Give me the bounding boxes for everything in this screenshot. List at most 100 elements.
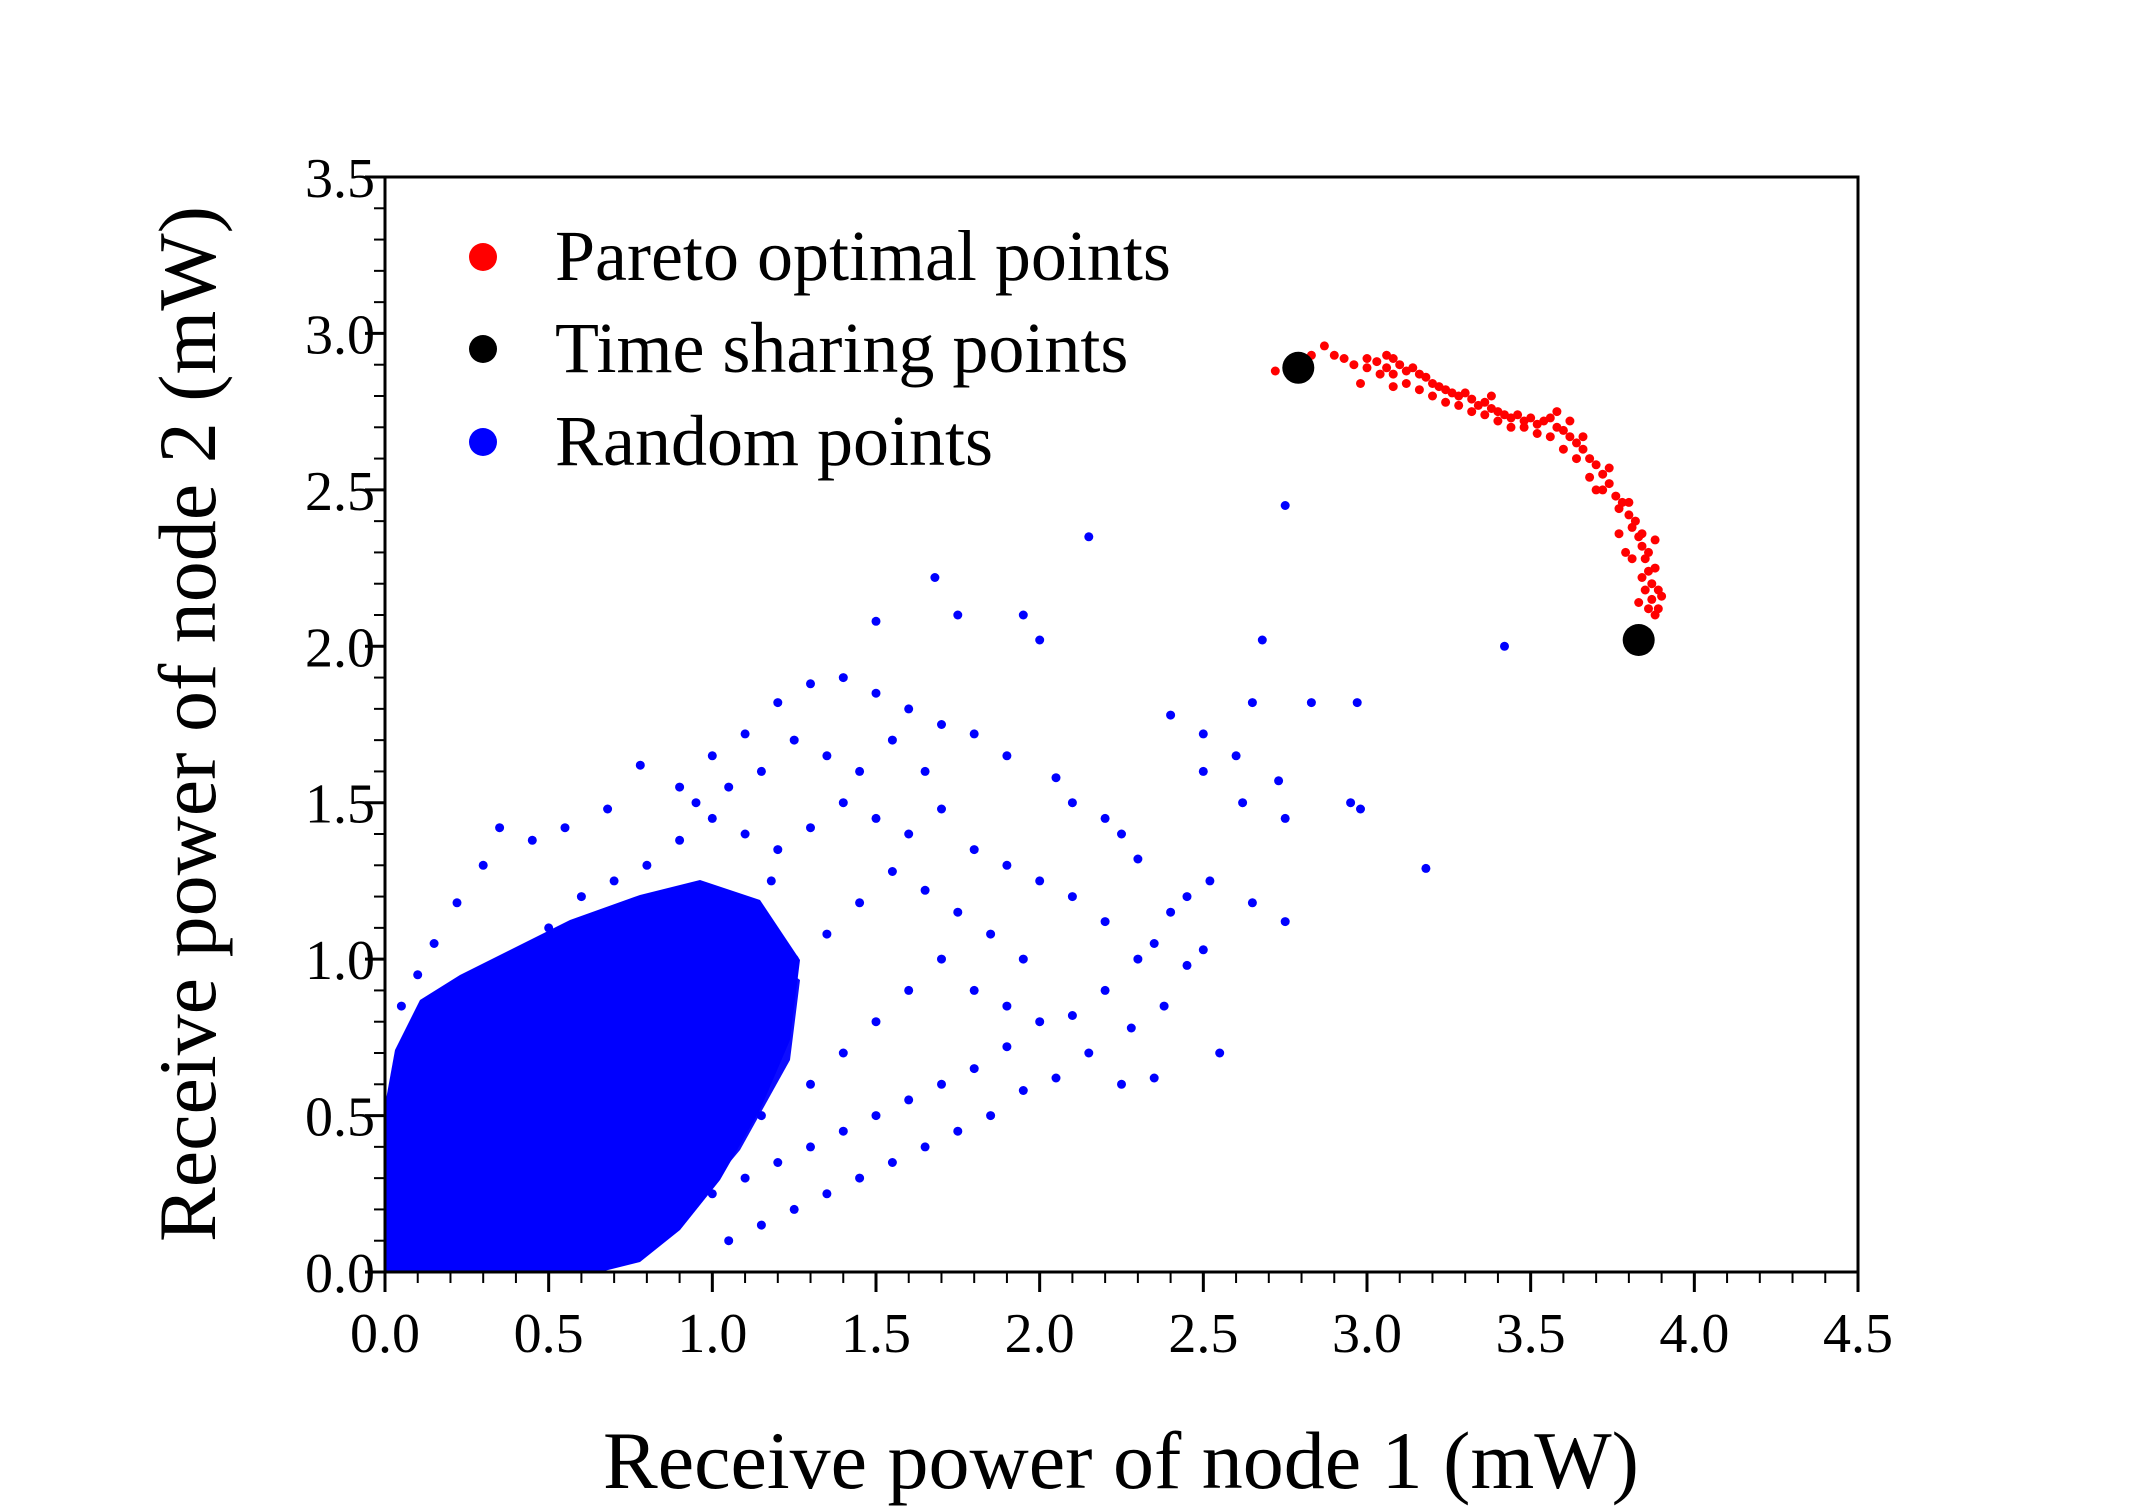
pareto-point: [1591, 460, 1601, 470]
random-point: [920, 766, 930, 776]
random-point: [1356, 804, 1365, 814]
random-point: [626, 1023, 635, 1033]
random-point: [544, 923, 554, 933]
pareto-point: [1630, 516, 1640, 526]
random-point: [691, 798, 701, 808]
pareto-point: [1558, 444, 1568, 454]
random-point: [1067, 798, 1077, 808]
random-point: [675, 1204, 685, 1214]
random-point: [789, 1204, 799, 1214]
random-point: [1100, 813, 1110, 823]
random-point: [1500, 641, 1509, 651]
random-point: [527, 1079, 537, 1089]
pareto-point: [1572, 454, 1581, 464]
random-point: [806, 1142, 815, 1152]
random-point: [822, 1189, 832, 1199]
random-point: [969, 985, 979, 995]
legend-marker-random: [469, 428, 497, 456]
pareto-point: [1598, 485, 1608, 495]
random-point: [609, 1079, 619, 1089]
random-point: [766, 876, 776, 886]
random-point: [871, 813, 881, 823]
legend-label-time-sharing: Time sharing points: [555, 308, 1128, 388]
random-point: [953, 1126, 963, 1136]
pareto-point: [1644, 547, 1653, 557]
random-point: [740, 829, 750, 839]
random-point: [1002, 751, 1012, 761]
pareto-point: [1637, 573, 1647, 582]
random-point: [1198, 945, 1208, 955]
legend-marker-pareto: [469, 243, 497, 271]
x-tick-label: 1.0: [677, 1303, 747, 1365]
pareto-point: [1460, 388, 1470, 398]
pareto-point: [1506, 422, 1516, 432]
random-point: [691, 1079, 701, 1089]
random-point: [707, 751, 717, 761]
random-point: [1002, 1001, 1012, 1011]
random-point: [452, 898, 462, 908]
random-point: [724, 939, 734, 948]
random-point: [429, 939, 439, 948]
random-point: [887, 867, 897, 876]
y-tick-label: 0.0: [305, 1243, 375, 1305]
random-point: [724, 1095, 734, 1105]
random-point: [478, 985, 488, 995]
random-point: [1198, 766, 1208, 776]
random-point: [904, 1095, 914, 1105]
random-points-cloud: [385, 880, 800, 1272]
random-point: [740, 1173, 750, 1183]
random-point: [1051, 1073, 1061, 1083]
pareto-point: [1270, 366, 1280, 376]
random-point: [642, 1230, 652, 1239]
random-point: [937, 804, 946, 814]
random-point: [740, 729, 750, 739]
random-point: [904, 985, 914, 995]
y-tick-label: 0.5: [305, 1087, 375, 1149]
random-point: [1100, 917, 1110, 927]
random-point: [1159, 1001, 1169, 1011]
random-point: [593, 954, 603, 964]
random-point: [1346, 798, 1356, 808]
pareto-point: [1591, 485, 1601, 495]
random-point: [930, 573, 940, 582]
random-point: [1280, 813, 1290, 823]
random-point: [396, 1001, 406, 1011]
random-point: [904, 829, 914, 839]
pareto-point: [1617, 497, 1627, 507]
y-tick-label: 3.5: [305, 148, 375, 210]
plot-frame: [383, 175, 1860, 1274]
random-point: [626, 929, 635, 939]
pareto-point: [1585, 454, 1595, 464]
time-sharing-point-group: [1282, 351, 1655, 656]
pareto-point: [1637, 541, 1647, 551]
random-point: [429, 1079, 439, 1089]
pareto-point: [1395, 360, 1405, 370]
random-point: [658, 898, 668, 908]
pareto-point: [1614, 529, 1624, 539]
pareto-point: [1339, 354, 1349, 363]
pareto-point: [1650, 535, 1660, 545]
random-point: [495, 823, 505, 833]
random-point: [1126, 1023, 1136, 1033]
pareto-point: [1634, 598, 1644, 607]
random-point: [616, 979, 626, 989]
pareto-point: [1408, 363, 1418, 373]
pareto-point: [1545, 432, 1555, 442]
random-point: [937, 1079, 946, 1089]
random-point: [1149, 939, 1159, 948]
random-point: [1133, 954, 1143, 964]
pareto-point: [1362, 363, 1372, 373]
legend: Pareto optimal points Time sharing point…: [469, 216, 1171, 481]
pareto-point-group: [1270, 341, 1667, 620]
random-point: [1306, 698, 1316, 708]
random-point: [871, 1111, 881, 1121]
x-tick-label: 1.5: [841, 1303, 911, 1365]
random-point: [724, 1236, 734, 1246]
pareto-point: [1372, 357, 1382, 367]
random-point: [675, 1017, 685, 1027]
random-point: [544, 1261, 554, 1271]
random-point: [1352, 698, 1362, 708]
pareto-point: [1362, 354, 1372, 363]
x-tick-label: 3.0: [1332, 1303, 1402, 1365]
pareto-point: [1388, 369, 1398, 379]
